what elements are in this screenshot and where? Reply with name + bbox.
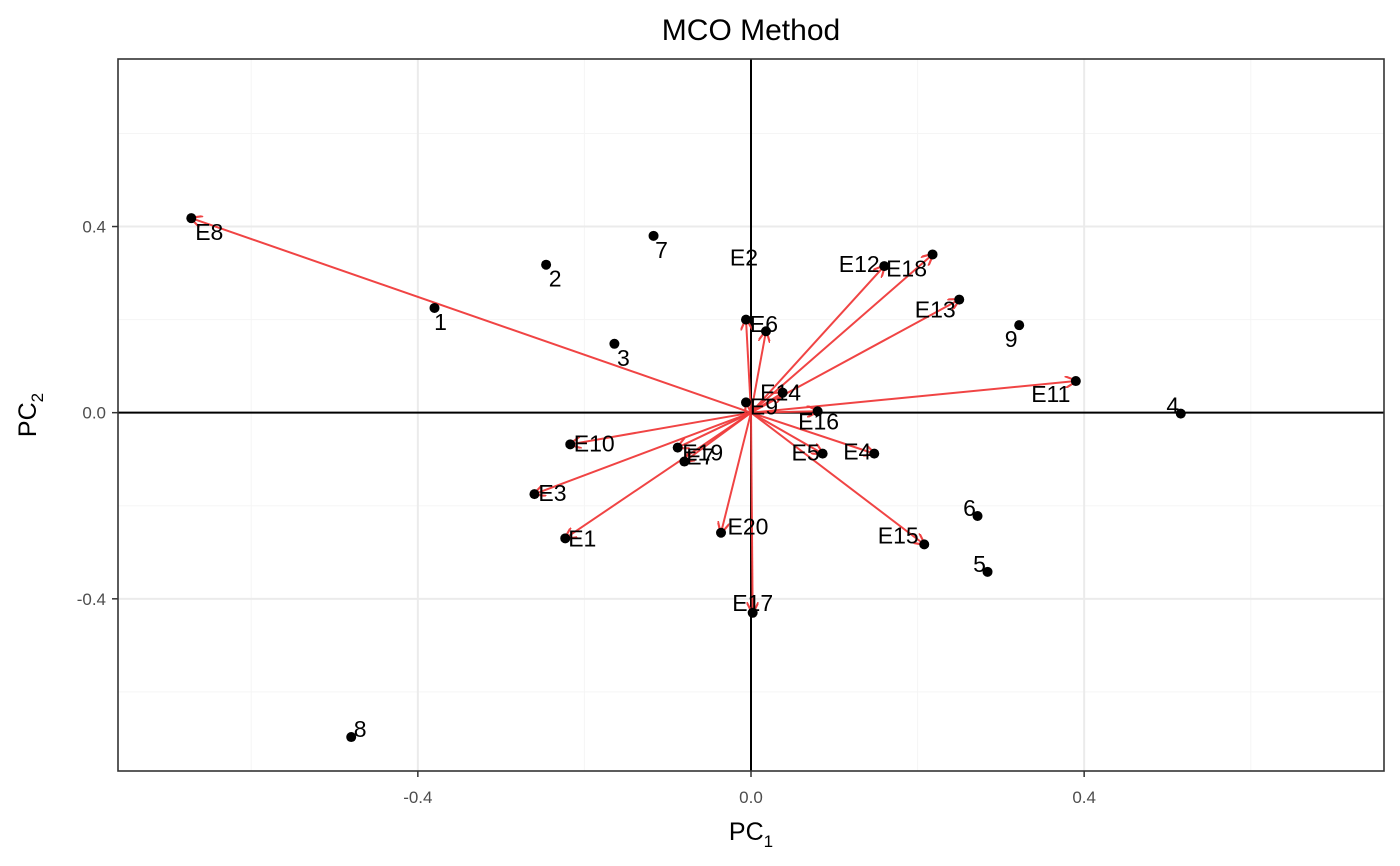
y-axis-title-base: PC	[14, 402, 42, 437]
variable-label-E11: E11	[1031, 381, 1070, 407]
variable-point-E20	[716, 527, 727, 538]
observation-label-3: 3	[617, 345, 630, 371]
loading-arrow-E11	[750, 381, 1076, 414]
x-axis-title: PC1	[729, 818, 773, 851]
loading-arrow-E12	[750, 266, 884, 414]
loading-arrow-E10	[570, 411, 752, 445]
x-axis-title-base: PC	[729, 818, 764, 846]
x-axis-title-subscript: 1	[764, 832, 773, 851]
variable-label-E17: E17	[732, 590, 773, 616]
loading-arrow-E3	[534, 411, 752, 494]
variable-point-E19	[672, 442, 683, 453]
variable-point-E17	[747, 607, 758, 618]
variable-label-E8: E8	[195, 219, 223, 245]
variable-label-E1: E1	[568, 525, 596, 551]
loading-arrow-E5	[750, 411, 823, 454]
variable-point-E6	[760, 326, 771, 337]
observation-point-7	[648, 230, 659, 241]
variable-point-E3	[529, 489, 540, 500]
loading-arrow-E1	[565, 411, 752, 539]
observation-label-2: 2	[549, 266, 562, 292]
observation-point-5	[982, 566, 993, 577]
loading-arrows	[191, 218, 1076, 613]
observation-point-4	[1175, 408, 1186, 419]
variable-point-E16	[812, 406, 823, 417]
observation-point-3	[609, 338, 620, 349]
point-labels: E1 E2 E3 E4 E5 E6 E7 E8 E9 E10 E11 E12 E13 E14 E15 E16 E…	[195, 219, 1179, 742]
observation-point-8	[346, 732, 357, 743]
loading-arrow-E16	[750, 411, 818, 412]
observation-label-8: 8	[354, 716, 367, 742]
variable-point-E1	[560, 533, 571, 544]
x-tick-label-1: 0.0	[739, 788, 763, 807]
variable-point-E4	[869, 448, 880, 459]
loading-arrow-E18	[750, 254, 933, 414]
observation-label-7: 7	[655, 237, 668, 263]
variable-label-E5: E5	[792, 440, 820, 466]
y-tick-label-2: 0.4	[82, 218, 106, 237]
variable-label-E7: E7	[686, 444, 714, 470]
variable-label-E13: E13	[915, 297, 956, 323]
variable-label-E9: E9	[750, 393, 778, 419]
variable-label-E19: E19	[682, 440, 723, 466]
loading-arrow-E2	[746, 320, 751, 413]
loading-arrow-E15	[750, 411, 924, 545]
variable-label-E4: E4	[843, 439, 871, 465]
variable-label-E10: E10	[574, 430, 615, 456]
variable-label-E20: E20	[728, 514, 769, 540]
variable-point-E18	[927, 249, 938, 260]
observation-label-6: 6	[963, 495, 976, 521]
variable-label-E16: E16	[798, 408, 839, 434]
variable-label-E12: E12	[839, 251, 880, 277]
observation-label-5: 5	[973, 551, 986, 577]
loading-arrow-E7	[684, 411, 752, 462]
observation-point-2	[541, 259, 552, 270]
variable-point-E9	[741, 397, 752, 408]
variable-point-E8	[186, 213, 197, 224]
observation-point-1	[429, 302, 440, 313]
x-axis-ticks: -0.4 0.0 0.4	[403, 771, 1096, 807]
loading-arrow-E20	[721, 412, 752, 533]
loading-arrow-E6	[750, 331, 766, 413]
variable-label-E3: E3	[538, 480, 566, 506]
loading-arrow-E19	[678, 411, 752, 448]
score-points	[186, 213, 1186, 743]
variable-label-E6: E6	[750, 311, 778, 337]
loading-arrow-E8	[191, 218, 752, 414]
variable-point-E13	[954, 294, 965, 305]
variable-point-E15	[919, 539, 930, 550]
y-tick-label-0: -0.4	[77, 590, 106, 609]
variable-point-E11	[1070, 376, 1081, 387]
variable-label-E15: E15	[878, 522, 919, 548]
variable-point-E7	[679, 456, 690, 467]
loading-arrow-E4	[750, 411, 874, 454]
variable-label-E18: E18	[886, 255, 927, 281]
y-tick-label-1: 0.0	[82, 404, 106, 423]
loading-arrow-E17	[751, 412, 753, 613]
variable-label-E2: E2	[730, 245, 758, 271]
observation-point-6	[972, 510, 983, 521]
variable-point-E10	[565, 439, 576, 450]
observation-label-4: 4	[1166, 393, 1179, 419]
observation-label-1: 1	[434, 309, 447, 335]
y-axis-title: PC2	[14, 393, 47, 437]
variable-point-E12	[879, 261, 890, 272]
variable-point-E14	[777, 387, 788, 398]
variable-point-E5	[817, 448, 828, 459]
x-tick-label-0: -0.4	[403, 788, 432, 807]
y-axis-ticks: -0.4 0.0 0.4	[77, 218, 118, 609]
variable-label-E14: E14	[760, 380, 801, 406]
chart-title: MCO Method	[662, 14, 840, 47]
observation-point-9	[1014, 320, 1025, 331]
x-tick-label-2: 0.4	[1072, 788, 1096, 807]
variable-point-E2	[741, 314, 752, 325]
observation-label-9: 9	[1005, 326, 1018, 352]
y-axis-title-subscript: 2	[28, 393, 47, 402]
